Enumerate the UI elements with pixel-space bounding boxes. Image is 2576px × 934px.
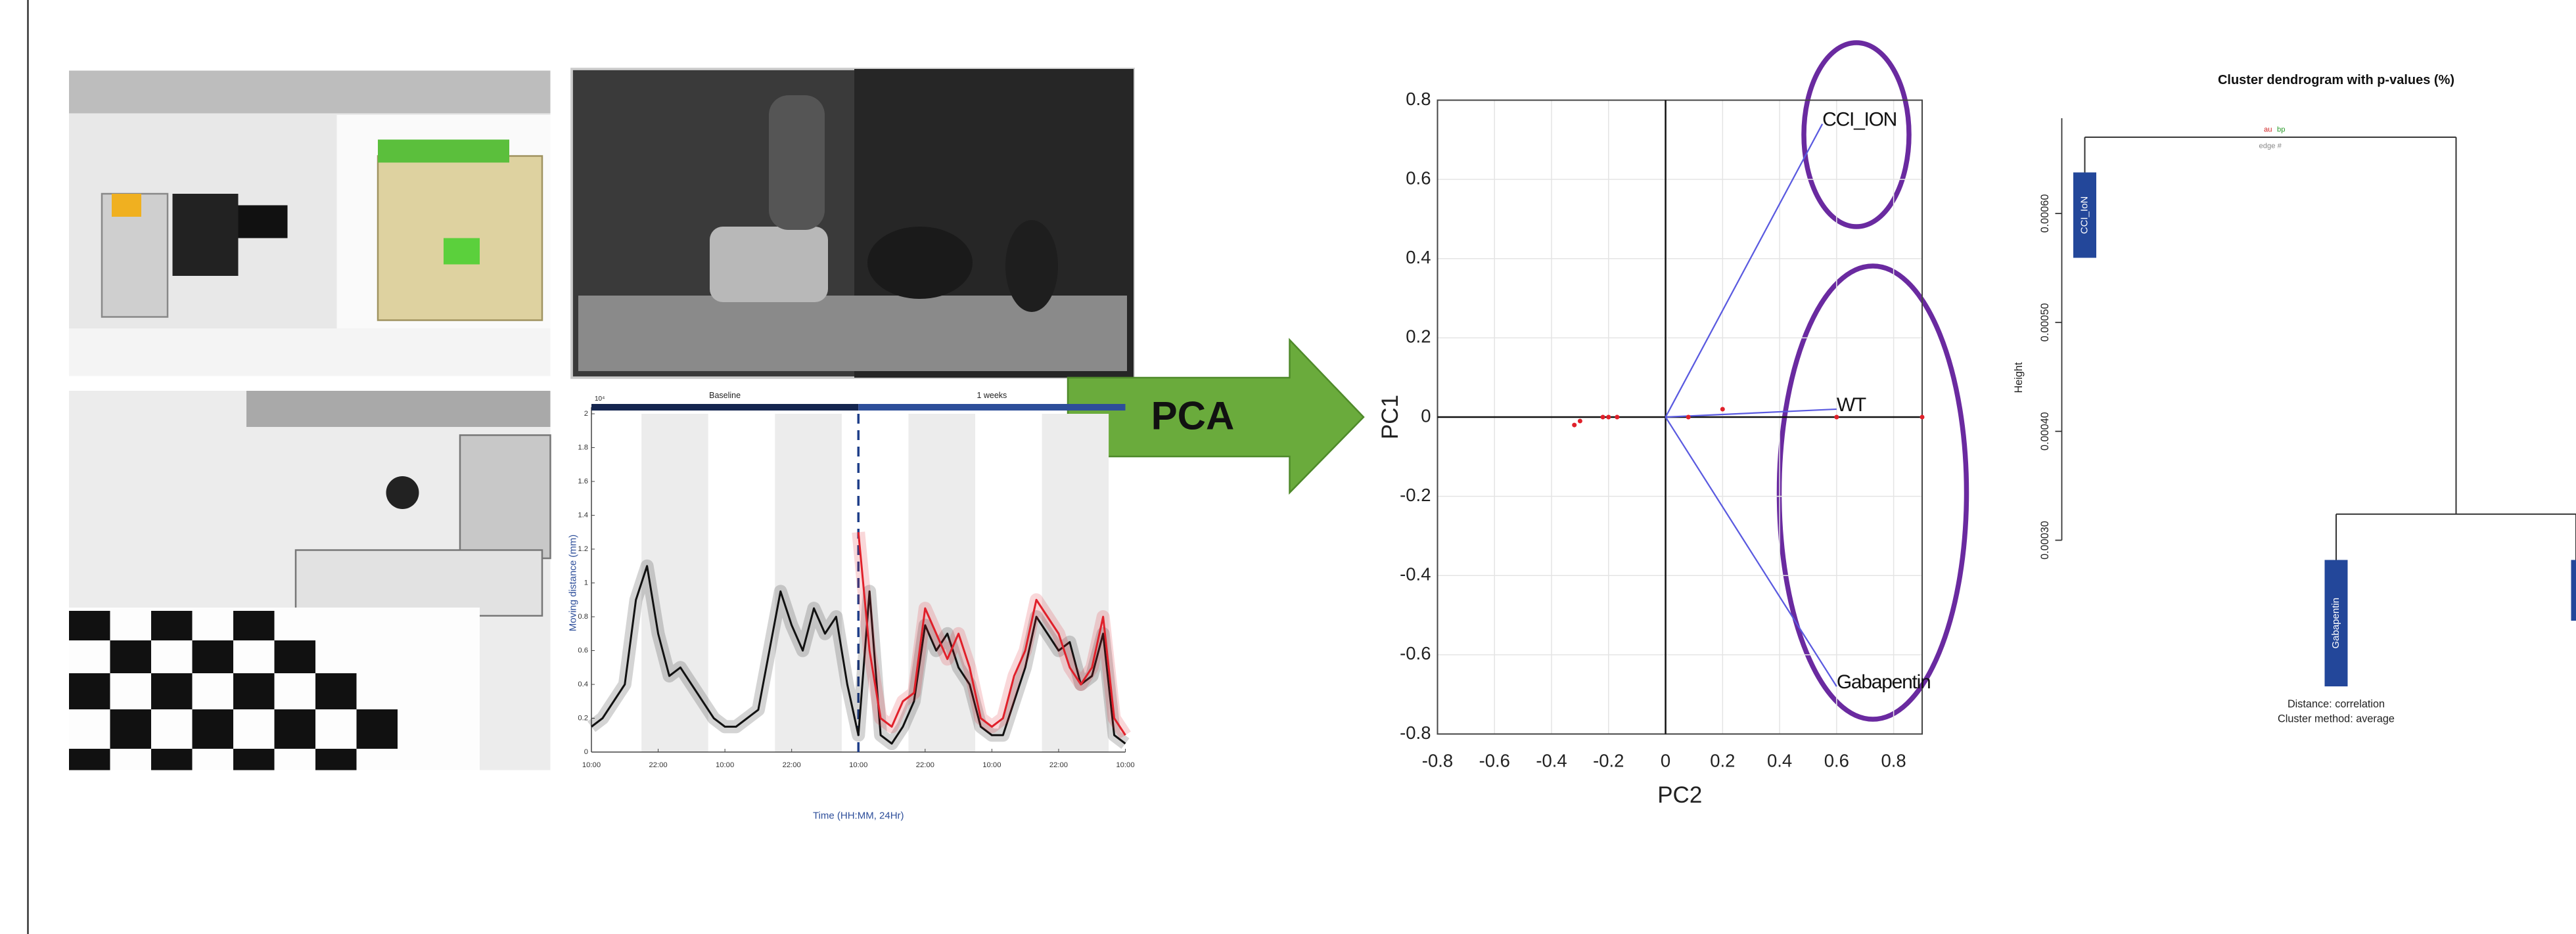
leaf-box [2324,560,2348,686]
vector-label: CCI_ION [1822,109,1897,131]
series-line [857,532,1126,736]
y-tick-label: -0.2 [1400,485,1431,505]
x-tick-label: 0.8 [1881,750,1906,770]
phase-bar [858,404,1126,411]
x-axis-label: PC2 [1657,782,1702,808]
y-axis-label: PC1 [1377,395,1403,439]
arrow-label: PCA [1151,393,1235,437]
chart-title: Cluster dendrogram with p-values (%) [2218,73,2454,87]
bp-label: bp [2277,125,2286,133]
leaf-box [2571,560,2576,621]
y-axis-label: Moving distance (mm) [567,535,578,632]
score-point [1606,414,1611,420]
x-axis-label: Time (HH:MM, 24Hr) [813,810,904,821]
method-note: Cluster method: average [2278,713,2395,724]
score-point [1920,414,1925,420]
y-tick-label: 1.8 [578,443,588,451]
photo-setup [69,391,551,770]
edge-label: edge # [2259,142,2282,150]
score-point [1834,414,1839,420]
y-tick-label: 1.6 [578,478,588,485]
phase-label: 1 weeks [977,391,1007,400]
y-tick-label: 0.4 [578,680,588,688]
score-point [1686,414,1691,420]
y-tick-label: 0.00050 [2039,303,2051,342]
x-tick-label: 0.6 [1824,750,1849,770]
y-tick-label: 1.2 [578,545,588,553]
pca-arrow: PCA [1067,338,1365,495]
y-tick-label: 0 [1421,405,1431,426]
leaf-label: Gabapentin [2330,598,2341,649]
x-tick-label: 10:00 [849,761,867,769]
highlight-ellipse [1801,40,1912,229]
x-tick-label: 0 [1661,750,1670,770]
photo-camera-frame [570,68,1135,379]
y-tick-label: 0.6 [1406,167,1431,188]
y-tick-label: 0.2 [1406,326,1431,347]
x-tick-label: 10:00 [716,761,734,769]
y-tick-label: -0.6 [1400,643,1431,663]
y-tick-label: 1.4 [578,511,588,519]
x-tick-label: 22:00 [916,761,934,769]
x-tick-label: 0.2 [1710,750,1735,770]
y-axis-label: Height [2013,362,2025,393]
highlight-ellipse [1776,263,1969,722]
night-band [775,414,842,752]
y-tick-label: 0.6 [578,646,588,654]
x-tick-label: 22:00 [783,761,801,769]
x-tick-label: 10:00 [1116,761,1134,769]
y-tick-label: 0.8 [1406,89,1431,109]
y-scale-label: 10⁴ [595,395,605,403]
night-band [908,414,975,752]
vector-label: Gabapentin [1837,671,1931,693]
y-tick-label: 0.4 [1406,247,1431,267]
y-tick-label: 0.8 [578,613,588,621]
y-tick-label: 0.00060 [2039,194,2051,233]
x-tick-label: -0.2 [1593,750,1624,770]
x-tick-label: -0.4 [1536,750,1567,770]
au-label: au [2264,125,2272,133]
y-tick-label: 0.00030 [2039,521,2051,560]
score-point [1615,414,1620,420]
night-band [1042,414,1109,752]
leaf-label: CCI_IoN [2079,196,2090,234]
y-tick-label: 2 [584,410,588,418]
phase-bar [591,404,859,411]
photo-cage [69,70,551,376]
night-band [641,414,708,752]
series-line [591,565,1126,745]
x-tick-label: 10:00 [582,761,601,769]
method-note: Distance: correlation [2288,698,2385,710]
x-tick-label: 10:00 [982,761,1001,769]
leaf-box [2073,172,2096,258]
y-tick-label: 1 [584,579,588,587]
loading-vector [1665,123,1824,418]
x-tick-label: 22:00 [1049,761,1068,769]
x-tick-label: -0.6 [1479,750,1510,770]
score-point [1572,422,1577,428]
x-tick-label: 0.4 [1767,750,1792,770]
y-tick-label: -0.8 [1400,723,1431,743]
y-tick-label: 0.2 [578,714,588,722]
x-tick-label: -0.8 [1422,750,1453,770]
score-point [1720,407,1725,412]
score-point [1600,414,1605,420]
y-tick-label: -0.4 [1400,564,1431,585]
loading-vector [1665,416,1837,687]
phase-label: Baseline [709,391,741,400]
loading-vector [1665,408,1837,418]
y-tick-label: 0 [584,748,588,756]
x-tick-label: 22:00 [649,761,667,769]
vector-label: WT [1837,394,1866,416]
y-tick-label: 0.00040 [2039,412,2051,451]
score-point [1577,418,1582,424]
